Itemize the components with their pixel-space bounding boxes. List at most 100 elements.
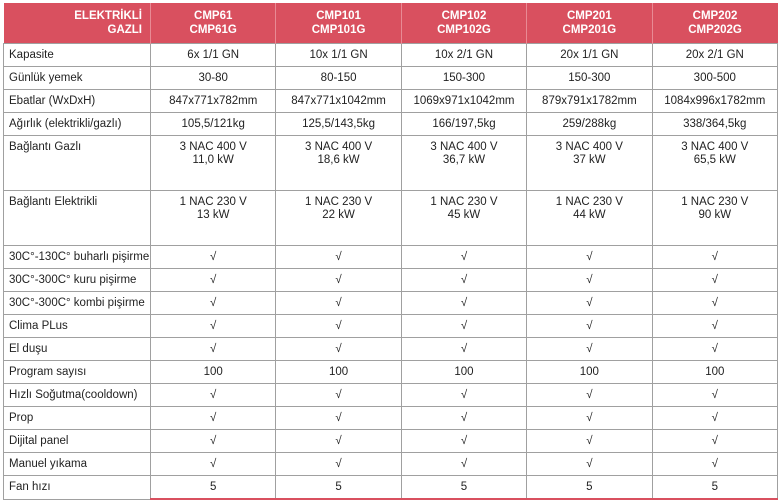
- value-line: 166/197,5kg: [432, 117, 496, 130]
- table-row: Ağırlık (elektrikli/gazlı) 105,5/121kg 125…: [3, 112, 779, 136]
- value-line: √: [335, 457, 342, 470]
- value-line: √: [335, 296, 342, 309]
- row-label: Ebatlar (WxDxH): [3, 89, 151, 113]
- value-cell: 100: [526, 360, 653, 384]
- value-cell: 3 NAC 400 V 11,0 kW: [149, 135, 277, 191]
- value-line: 3 NAC 400 V: [430, 141, 498, 153]
- check-mark-cell: √: [275, 383, 402, 407]
- value-cell: 100: [651, 360, 779, 384]
- value-line: 338/364,5kg: [683, 117, 747, 130]
- model-name-electric: CMP61: [194, 10, 233, 22]
- value-line: √: [210, 342, 217, 355]
- row-label: 30C°-300C° kuru pişirme: [3, 268, 151, 292]
- header-label-line-2: GAZLI: [107, 24, 143, 36]
- value-line: √: [586, 411, 593, 424]
- value-cell: 3 NAC 400 V 18,6 kW: [275, 135, 402, 191]
- table-row: Clima PLus √ √ √ √ √: [3, 314, 779, 338]
- value-line: 44 kW: [573, 209, 606, 221]
- value-line: 100: [705, 365, 725, 378]
- value-cell: 20x 2/1 GN: [651, 43, 779, 67]
- value-line: √: [210, 273, 217, 286]
- model-name-electric: CMP202: [692, 10, 738, 22]
- value-cell: 100: [275, 360, 402, 384]
- value-line: √: [210, 388, 217, 401]
- row-label: Manuel yıkama: [3, 452, 151, 476]
- value-line: √: [335, 434, 342, 447]
- value-line: √: [711, 250, 718, 263]
- table-row: Ebatlar (WxDxH) 847x771x782mm 847x771x1042…: [3, 89, 779, 113]
- value-line: √: [711, 388, 718, 401]
- value-line: √: [335, 273, 342, 286]
- value-line: 100: [454, 365, 474, 378]
- value-cell: 10x 1/1 GN: [275, 43, 402, 67]
- value-line: 3 NAC 400 V: [305, 141, 373, 153]
- value-line: 259/288kg: [562, 117, 617, 130]
- value-cell: 1084x996x1782mm: [651, 89, 779, 113]
- check-mark-cell: √: [400, 291, 528, 315]
- value-line: 11,0 kW: [192, 154, 234, 166]
- value-line: √: [586, 342, 593, 355]
- check-mark-cell: √: [651, 245, 779, 269]
- check-mark-cell: √: [275, 452, 402, 476]
- model-header-cell: CMP201 CMP201G: [526, 3, 653, 44]
- value-line: 90 kW: [698, 209, 732, 221]
- value-line: 6x 1/1 GN: [187, 48, 240, 61]
- row-label: Bağlantı Elektrikli: [3, 190, 151, 246]
- value-cell: 20x 1/1 GN: [526, 43, 653, 67]
- value-line: √: [460, 411, 468, 424]
- check-mark-cell: √: [275, 337, 402, 361]
- value-cell: 3 NAC 400 V 65,5 kW: [651, 135, 779, 191]
- row-label: Bağlantı Gazlı: [3, 135, 151, 191]
- value-line: √: [460, 434, 468, 447]
- header-row: ELEKTRİKLİ GAZLI CMP61 CMP61G CMP101 CMP101…: [3, 3, 778, 44]
- check-mark-cell: √: [149, 429, 277, 453]
- check-mark-cell: √: [651, 452, 779, 476]
- check-mark-cell: √: [149, 291, 277, 315]
- value-line: 18,6 kW: [317, 154, 360, 166]
- check-mark-cell: √: [526, 452, 653, 476]
- value-line: 100: [579, 365, 599, 378]
- value-cell: 30-80: [149, 66, 277, 90]
- check-mark-cell: √: [149, 337, 277, 361]
- value-line: √: [711, 296, 718, 309]
- value-line: 45 kW: [447, 209, 481, 221]
- value-line: √: [586, 434, 593, 447]
- check-mark-cell: √: [651, 383, 779, 407]
- check-mark-cell: √: [400, 337, 528, 361]
- value-line: 80-150: [320, 71, 357, 84]
- value-line: √: [460, 457, 468, 470]
- check-mark-cell: √: [651, 337, 779, 361]
- value-cell: 100: [149, 360, 277, 384]
- value-line: 847x771x1042mm: [291, 94, 386, 107]
- value-line: 36,7 kW: [442, 154, 486, 166]
- check-mark-cell: √: [651, 314, 779, 338]
- value-line: 65,5 kW: [693, 154, 736, 166]
- check-mark-cell: √: [149, 268, 277, 292]
- value-line: √: [711, 457, 718, 470]
- row-label: Günlük yemek: [3, 66, 151, 90]
- value-line: √: [335, 342, 342, 355]
- value-line: 1 NAC 230 V: [179, 196, 247, 208]
- value-line: √: [460, 319, 468, 332]
- check-mark-cell: √: [400, 452, 528, 476]
- table-row: 30C°-300C° kombi pişirme √ √ √ √ √: [3, 291, 779, 315]
- check-mark-cell: √: [651, 291, 779, 315]
- value-cell: 5: [400, 475, 528, 500]
- value-cell: 10x 2/1 GN: [400, 43, 528, 67]
- model-header-cell: CMP101 CMP101G: [275, 3, 402, 44]
- check-mark-cell: √: [275, 245, 402, 269]
- model-header-cell: CMP202 CMP202G: [651, 3, 778, 44]
- check-mark-cell: √: [526, 337, 653, 361]
- value-cell: 1 NAC 230 V 44 kW: [526, 190, 653, 246]
- table-row: Manuel yıkama √ √ √ √ √: [3, 452, 779, 476]
- value-line: 5: [586, 480, 593, 493]
- value-line: 5: [460, 480, 468, 493]
- check-mark-cell: √: [526, 245, 653, 269]
- value-line: 20x 2/1 GN: [685, 48, 744, 61]
- value-line: 1069x971x1042mm: [413, 94, 515, 107]
- value-line: √: [586, 388, 593, 401]
- value-line: 1084x996x1782mm: [664, 94, 766, 107]
- table-row: Günlük yemek 30-80 80-150 150-300 150-300 300…: [3, 66, 779, 90]
- value-line: √: [711, 411, 718, 424]
- model-name-electric: CMP102: [441, 10, 487, 22]
